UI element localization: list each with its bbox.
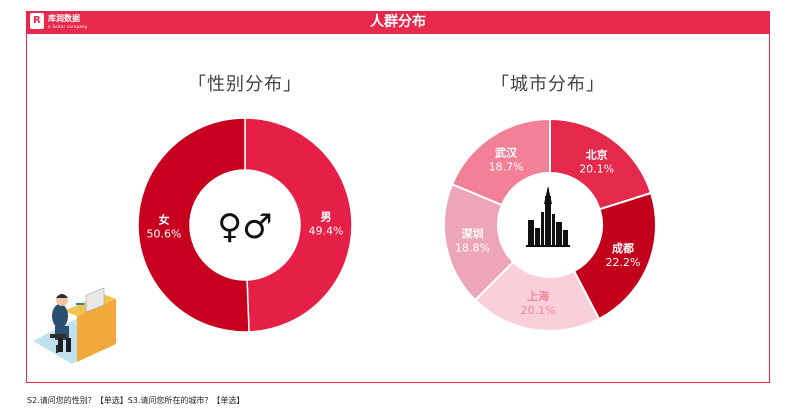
gender-symbols-icon: ♀♂ <box>217 207 272 247</box>
slice-2 <box>473 260 601 332</box>
office-worker-illustration-icon <box>33 287 118 364</box>
slice-0 <box>244 117 353 333</box>
footer-note: S2.请问您的性别？【单选】S3.请问您所在的城市？【单选】 <box>27 396 245 405</box>
gender-chart-title: 「性别分布」 <box>188 74 302 95</box>
slice-0 <box>549 117 653 211</box>
gender-donut-chart: 男49.4% 女50.6% ♀♂ <box>137 117 353 333</box>
slice-1 <box>572 191 657 321</box>
city-skyline-icon <box>526 186 570 247</box>
slice-label-4: 武汉 <box>495 145 518 159</box>
slice-label-1: 女 <box>159 213 170 227</box>
slice-1 <box>137 117 250 333</box>
slice-label-0: 男 <box>320 210 331 223</box>
brand-logo: R 库润数据 a Sedar company <box>30 13 88 29</box>
slice-value-1: 50.6% <box>147 228 182 241</box>
slice-label-2: 上海 <box>527 289 549 303</box>
slice-value-3: 18.8% <box>455 241 490 254</box>
slice-label-1: 成都 <box>612 241 634 255</box>
slice-value-4: 18.7% <box>489 160 524 173</box>
header-bar: R 库润数据 a Sedar company 人群分布 <box>26 11 770 34</box>
slice-value-0: 20.1% <box>579 162 614 175</box>
slice-value-1: 22.2% <box>606 256 641 269</box>
city-chart-title: 「城市分布」 <box>491 74 605 95</box>
slice-value-0: 49.4% <box>309 224 344 237</box>
slice-label-0: 北京 <box>586 147 608 161</box>
slice-value-2: 20.1% <box>521 304 556 317</box>
brand-name: 库润数据 <box>48 13 80 23</box>
slice-4 <box>450 117 551 207</box>
brand-subtitle: a Sedar company <box>48 23 88 29</box>
slice-label-3: 深圳 <box>462 226 484 240</box>
page-title: 人群分布 <box>370 14 426 30</box>
brand-mark-icon: R <box>30 13 44 29</box>
